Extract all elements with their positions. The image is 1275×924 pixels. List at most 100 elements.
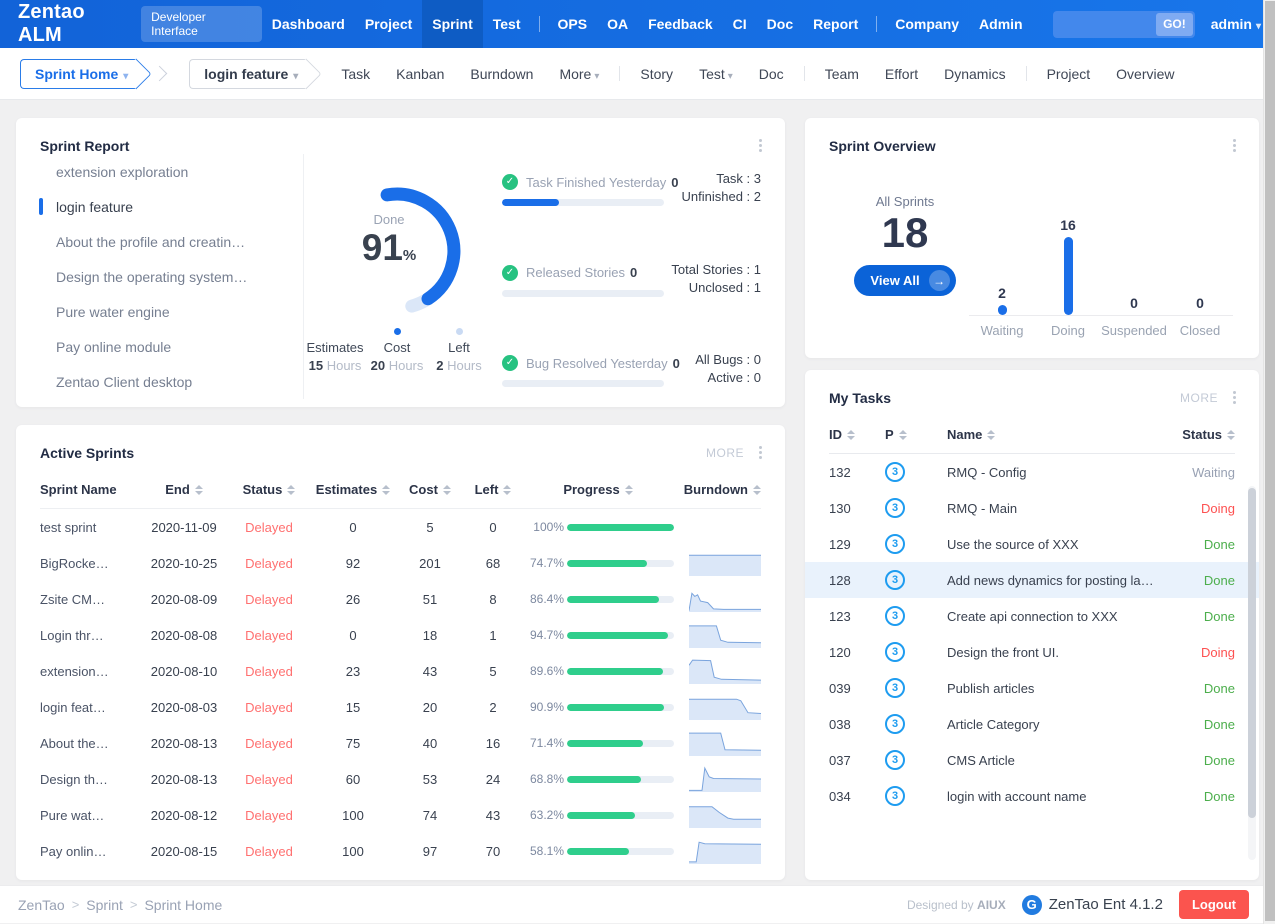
breadcrumb-sprint-home[interactable]: Sprint Home — [144, 896, 223, 913]
logout-button[interactable]: Logout — [1178, 890, 1249, 919]
sprint-row[interactable]: Pure wat… 2020-08-12 Delayed 100 74 43 6… — [40, 797, 761, 833]
sprint-name[interactable]: extension… — [40, 663, 109, 679]
priority-badge[interactable]: 3 — [885, 642, 905, 662]
nav-item-doc[interactable]: Doc — [766, 16, 794, 32]
more-menu-icon[interactable] — [1228, 135, 1241, 156]
nav-item-report[interactable]: Report — [813, 16, 859, 32]
sprint-row[interactable]: Design th… 2020-08-13 Delayed 60 53 24 6… — [40, 761, 762, 797]
sprint-list-item[interactable]: Design the operating system… — [56, 268, 248, 285]
task-name[interactable]: Add news dynamics for posting la… — [947, 572, 1154, 588]
sprint-name[interactable]: Zsite CM… — [40, 591, 105, 607]
menu-item-test[interactable]: Test ▾ — [686, 66, 746, 82]
task-row[interactable]: 129 3 Use the source of XXX Done — [805, 526, 1259, 562]
sprint-row[interactable]: login feat… 2020-08-03 Delayed 15 20 2 9… — [40, 689, 762, 725]
nav-item-oa[interactable]: OA — [607, 16, 629, 32]
sprint-name[interactable]: Pay onlin… — [40, 843, 107, 859]
task-row[interactable]: 132 3 RMQ - Config Waiting — [805, 454, 1259, 490]
sprint-name[interactable]: Design th… — [40, 771, 108, 787]
menu-item-doc[interactable]: Doc — [758, 65, 784, 82]
nav-item-ops[interactable]: OPS — [557, 16, 588, 32]
sort-icon[interactable] — [194, 484, 203, 495]
task-row-highlighted[interactable]: 128 3 Add news dynamics for posting la… … — [805, 562, 1259, 598]
task-name[interactable]: Design the front UI. — [947, 644, 1059, 660]
sprint-list-item[interactable]: About the profile and creatin… — [56, 233, 246, 250]
menu-item-effort[interactable]: Effort — [884, 65, 919, 82]
nav-item-admin[interactable]: Admin — [979, 16, 1023, 32]
sprint-row[interactable]: test sprint 2020-11-09 Delayed 0 5 0 100… — [40, 509, 761, 545]
breadcrumb-sprint[interactable]: Sprint — [86, 896, 123, 913]
sprint-name[interactable]: About the… — [40, 735, 109, 751]
nav-item-dashboard[interactable]: Dashboard — [271, 16, 345, 32]
task-name[interactable]: Create api connection to XXX — [947, 608, 1118, 624]
priority-badge[interactable]: 3 — [885, 678, 905, 698]
app-logo[interactable]: Zentao ALM — [18, 1, 85, 46]
sprint-row[interactable]: Login thr… 2020-08-08 Delayed 0 18 1 94.… — [40, 617, 762, 653]
sprint-row[interactable]: BigRocke… 2020-10-25 Delayed 92 201 68 7… — [40, 545, 761, 581]
breadcrumb-zentao[interactable]: ZenTao — [18, 896, 65, 913]
task-name[interactable]: Article Category — [947, 716, 1040, 732]
menu-item-overview[interactable]: Overview — [1116, 65, 1175, 82]
task-name[interactable]: login with account name — [947, 788, 1087, 804]
sprint-list-item[interactable]: Zentao Client desktop — [56, 373, 193, 390]
menu-item-more[interactable]: More ▾ — [546, 66, 612, 82]
menu-item-task[interactable]: Task — [341, 65, 371, 82]
sprint-name[interactable]: Pure wat… — [40, 807, 105, 823]
task-row[interactable]: 034 3 login with account name Done — [805, 778, 1259, 814]
more-menu-icon[interactable] — [754, 135, 767, 156]
priority-badge[interactable]: 3 — [885, 606, 905, 626]
sprint-row[interactable]: Pay onlin… 2020-08-15 Delayed 100 97 70 … — [40, 833, 762, 869]
sort-icon[interactable] — [847, 429, 855, 440]
sprint-selector[interactable]: login feature ▾ — [189, 58, 307, 89]
nav-item-project[interactable]: Project — [364, 16, 413, 32]
sort-icon[interactable] — [753, 484, 761, 495]
menu-item-dynamics[interactable]: Dynamics — [944, 65, 1006, 82]
nav-item-test[interactable]: Test — [492, 16, 521, 32]
sort-icon[interactable] — [287, 484, 296, 495]
task-name[interactable]: CMS Article — [947, 752, 1015, 768]
sprint-row[interactable]: About the… 2020-08-13 Delayed 75 40 16 7… — [40, 725, 762, 761]
sprint-name[interactable]: Login thr… — [40, 627, 104, 643]
nav-item-feedback[interactable]: Feedback — [648, 16, 713, 32]
sprint-name[interactable]: BigRocke… — [40, 555, 109, 571]
page-scrollbar-thumb[interactable] — [1265, 1, 1275, 921]
user-menu[interactable]: admin — [1211, 16, 1261, 32]
task-name[interactable]: RMQ - Main — [947, 500, 1018, 516]
menu-item-kanban[interactable]: Kanban — [396, 65, 445, 82]
priority-badge[interactable]: 3 — [885, 786, 905, 806]
nav-item-company[interactable]: Company — [895, 16, 960, 32]
sprint-name[interactable]: login feat… — [40, 699, 106, 715]
sprint-list-item[interactable]: Pay online module — [56, 338, 172, 355]
menu-item-team[interactable]: Team — [824, 65, 859, 82]
task-row[interactable]: 039 3 Publish articles Done — [805, 670, 1259, 706]
more-menu-icon[interactable] — [1228, 387, 1241, 408]
menu-item-story[interactable]: Story — [640, 65, 674, 82]
priority-badge[interactable]: 3 — [885, 498, 905, 518]
task-row[interactable]: 123 3 Create api connection to XXX Done — [805, 598, 1259, 634]
view-all-button[interactable]: View All — [854, 265, 956, 296]
sort-icon[interactable] — [987, 429, 996, 440]
priority-badge[interactable]: 3 — [885, 570, 905, 590]
priority-badge[interactable]: 3 — [885, 750, 905, 770]
priority-badge[interactable]: 3 — [885, 714, 905, 734]
priority-badge[interactable]: 3 — [885, 462, 905, 482]
task-name[interactable]: Use the source of XXX — [947, 536, 1079, 552]
sprint-row[interactable]: extension… 2020-08-10 Delayed 23 43 5 89… — [40, 653, 762, 689]
scope-selector[interactable]: Sprint Home ▾ — [20, 58, 137, 89]
sort-icon[interactable] — [382, 484, 391, 495]
search-go-button[interactable]: GO! — [1156, 12, 1193, 36]
task-row[interactable]: 038 3 Article Category Done — [805, 706, 1259, 742]
sprint-row[interactable]: Zsite CM… 2020-08-09 Delayed 26 51 8 86.… — [40, 581, 761, 617]
more-link[interactable]: MORE — [1180, 390, 1218, 405]
more-link[interactable]: MORE — [706, 445, 744, 460]
task-name[interactable]: RMQ - Config — [947, 464, 1027, 480]
sort-icon[interactable] — [624, 484, 633, 495]
menu-item-project[interactable]: Project — [1046, 65, 1091, 82]
task-row[interactable]: 037 3 CMS Article Done — [805, 742, 1259, 778]
sort-icon[interactable] — [503, 484, 512, 495]
panel-scrollbar-thumb[interactable] — [1248, 488, 1256, 818]
nav-item-ci[interactable]: CI — [732, 16, 747, 32]
sprint-list-item[interactable]: Pure water engine — [56, 303, 170, 320]
menu-item-burndown[interactable]: Burndown — [470, 65, 534, 82]
nav-item-sprint[interactable]: Sprint — [422, 0, 483, 48]
more-menu-icon[interactable] — [754, 442, 767, 463]
